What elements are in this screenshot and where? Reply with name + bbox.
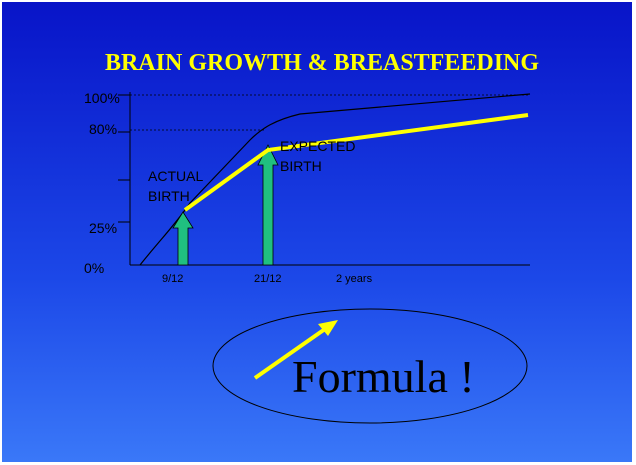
callout-ellipse (212, 308, 528, 424)
annotation: BIRTH (148, 188, 190, 204)
background (2, 2, 632, 462)
diagram: 100% 80% 25% 0% 9/12 21/12 2 years ACTUA… (84, 90, 531, 285)
x-label: 21/12 (254, 273, 282, 285)
annotation: EXPECTED (280, 138, 355, 154)
callout-arrow (253, 327, 327, 380)
annotation: BIRTH (280, 158, 322, 174)
y-label: 100% (84, 90, 120, 106)
arrow (257, 144, 279, 266)
arrow (172, 211, 194, 266)
annotation: ACTUAL (148, 168, 203, 184)
x-label: 2 years (336, 273, 373, 285)
growth-curve (139, 93, 531, 266)
callout-text: Formula ! (292, 351, 475, 402)
x-label: 9/12 (162, 273, 183, 285)
y-label: 0% (84, 260, 104, 276)
y-label: 25% (89, 220, 117, 236)
breastfeeding-line (183, 113, 529, 212)
y-label: 80% (89, 121, 117, 137)
title: BRAIN GROWTH & BREASTFEEDING (105, 50, 539, 76)
callout-arrowhead (318, 320, 338, 336)
